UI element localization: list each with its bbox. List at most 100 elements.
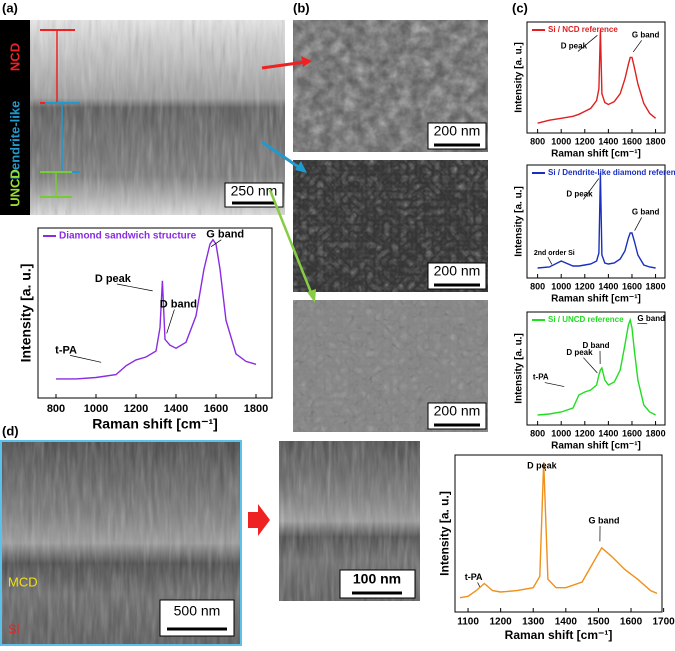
panel-label: (d) xyxy=(2,423,19,438)
x-tick-label: 1600 xyxy=(622,136,642,146)
x-axis-label: Raman shift [cm⁻¹] xyxy=(551,441,641,452)
panel-b-images: 200 nm 200 nm 200 nm xyxy=(261,20,488,432)
y-axis-label: Intensity [a. u.] xyxy=(514,333,525,404)
annotation: t-PA xyxy=(55,344,77,356)
annotation-arrow xyxy=(577,35,598,52)
x-tick-label: 1600 xyxy=(620,617,643,628)
chart: 1100 1200 1300 1400 1500 1600 1700 Raman shift … xyxy=(438,454,675,642)
x-tick-label: 1400 xyxy=(598,136,618,146)
panel-a-image: NCD Dendrite-like UNCD 250 nm xyxy=(0,20,285,215)
si-label: Si xyxy=(8,621,20,636)
legend-label: Si / NCD reference xyxy=(548,25,618,34)
annotation-arrow xyxy=(634,217,642,231)
x-tick-label: 1200 xyxy=(575,281,595,291)
x-tick-label: 800 xyxy=(530,428,545,438)
x-tick-label: 1200 xyxy=(490,617,513,628)
y-axis-label: Intensity [a. u.] xyxy=(514,42,525,113)
annotation: G band xyxy=(206,229,244,241)
annotation-arrow xyxy=(547,256,553,265)
ncd-label: NCD xyxy=(7,43,22,71)
plot-frame xyxy=(526,311,666,426)
y-axis-label: Intensity [a. u.] xyxy=(18,264,34,363)
scale-bar-label: 100 nm xyxy=(353,571,401,587)
panel-label: (c) xyxy=(512,0,528,15)
scale-bar-label: 250 nm xyxy=(231,183,278,199)
x-tick-label: 1600 xyxy=(622,281,642,291)
x-tick-label: 1500 xyxy=(587,617,610,628)
annotation-arrow xyxy=(477,582,481,588)
plot-frame xyxy=(526,164,666,279)
x-tick-label: 1600 xyxy=(204,403,228,415)
annotation-arrow xyxy=(543,465,547,472)
spectrum-line xyxy=(459,462,658,599)
annotation: D peak xyxy=(561,42,588,51)
x-tick-label: 1800 xyxy=(646,428,666,438)
x-axis-label: Raman shift [cm⁻¹] xyxy=(551,149,641,160)
panel-label: (b) xyxy=(293,0,310,15)
x-axis-label: Raman shift [cm⁻¹] xyxy=(505,628,613,642)
spectrum-line xyxy=(537,29,657,124)
mcd-label: MCD xyxy=(8,574,38,589)
x-tick-label: 1400 xyxy=(164,403,188,415)
x-tick-label: 1000 xyxy=(551,281,571,291)
x-tick-label: 1700 xyxy=(653,617,675,628)
x-axis-label: Raman shift [cm⁻¹] xyxy=(92,416,218,432)
annotation: t-PA xyxy=(533,373,549,382)
x-tick-label: 1600 xyxy=(622,428,642,438)
y-axis-label: Intensity [a. u.] xyxy=(514,186,525,257)
chart: 800 1000 1200 1400 1600 1800 Raman shift [cm⁻¹… xyxy=(18,227,273,432)
x-tick-label: 1800 xyxy=(244,403,268,415)
x-tick-label: 1200 xyxy=(124,403,148,415)
plot-frame xyxy=(526,21,666,134)
annotation-arrow xyxy=(70,355,102,363)
plot-frame xyxy=(37,227,273,399)
annotation: D peak xyxy=(566,189,593,198)
annotation: G band xyxy=(632,208,660,217)
x-tick-label: 1000 xyxy=(551,136,571,146)
x-tick-label: 800 xyxy=(530,136,545,146)
x-tick-label: 1300 xyxy=(522,617,545,628)
annotation-arrow xyxy=(583,178,600,200)
scale-bar-label: 500 nm xyxy=(174,603,221,619)
x-tick-label: 1000 xyxy=(84,403,108,415)
plot-frame xyxy=(454,454,663,613)
x-tick-label: 1400 xyxy=(598,281,618,291)
annotation: D peak xyxy=(95,273,132,285)
panel-label: (a) xyxy=(2,0,18,15)
x-tick-label: 1800 xyxy=(646,281,666,291)
annotation-arrow xyxy=(632,40,642,53)
annotation: t-PA xyxy=(465,572,483,582)
annotation: G band xyxy=(632,30,660,39)
spectrum-line xyxy=(537,172,656,269)
annotation-arrow xyxy=(166,309,175,334)
legend-label: Diamond sandwich structure xyxy=(59,231,197,242)
annotation: G band xyxy=(637,314,665,323)
y-axis-label: Intensity [a. u.] xyxy=(438,491,452,576)
x-tick-label: 1400 xyxy=(555,617,578,628)
annotation: D peak xyxy=(527,460,558,470)
x-tick-label: 1800 xyxy=(646,136,666,146)
spectrum-line xyxy=(56,238,257,380)
annotation: D band xyxy=(582,341,609,350)
scale-bar-label: 200 nm xyxy=(434,123,481,139)
annotation-arrow xyxy=(544,382,565,387)
legend-label: Si / Dendrite-like diamond reference xyxy=(548,168,675,177)
chart: 800 1000 1200 1400 1600 1800 Raman shift [cm⁻¹… xyxy=(514,164,675,305)
spectrum-line xyxy=(537,317,656,416)
legend-label: Si / UNCD reference xyxy=(548,315,624,324)
x-tick-label: 800 xyxy=(47,403,65,415)
x-tick-label: 1100 xyxy=(457,617,479,628)
x-tick-label: 1400 xyxy=(598,428,618,438)
annotation-arrow xyxy=(583,357,598,374)
x-axis-label: Raman shift [cm⁻¹] xyxy=(551,294,641,305)
scale-bar-label: 200 nm xyxy=(434,403,481,419)
annotation: 2nd order Si xyxy=(534,250,575,257)
annotation: G band xyxy=(589,515,620,525)
annotation: D band xyxy=(160,298,197,310)
uncd-label: UNCD xyxy=(7,169,22,207)
annotation: D peak xyxy=(566,348,593,357)
x-tick-label: 1200 xyxy=(575,428,595,438)
x-tick-label: 800 xyxy=(530,281,545,291)
